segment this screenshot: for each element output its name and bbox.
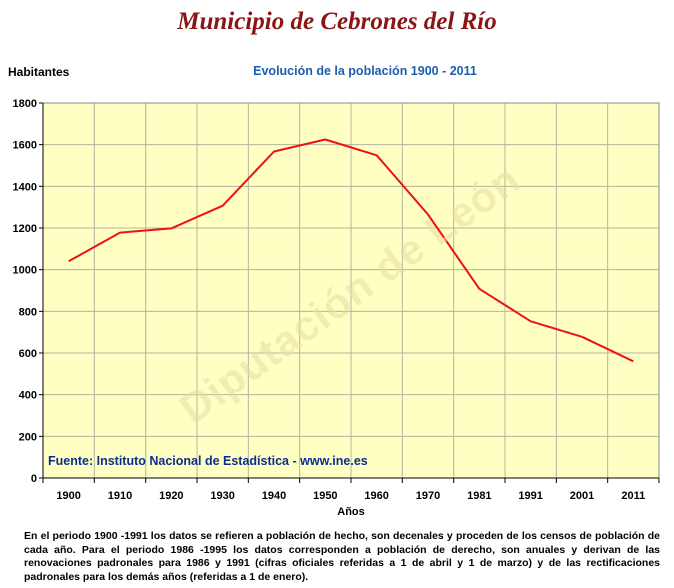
footnote: En el periodo 1900 -1991 los datos se re… [24,530,660,583]
y-axis-label: Habitantes [8,65,70,79]
y-tick-label: 1000 [13,265,37,277]
x-tick-label: 1960 [364,490,388,502]
chart-title: Evolución de la población 1900 - 2011 [253,64,477,78]
x-tick-label: 1910 [108,490,132,502]
y-tick-label: 200 [19,431,37,443]
y-tick-label: 1600 [13,140,37,152]
x-tick-label: 1970 [416,490,440,502]
y-tick-label: 1200 [13,223,37,235]
x-tick-label: 1940 [262,490,286,502]
y-tick-label: 1400 [13,181,37,193]
x-tick-label: 1920 [159,490,183,502]
x-tick-label: 2001 [570,490,594,502]
page-title: Municipio de Cebrones del Río [177,8,497,35]
x-axis-label: Años [337,506,365,518]
series-line [68,138,634,363]
x-tick-label: 1991 [518,490,542,502]
x-tick-label: 1950 [313,490,337,502]
x-tick-label: 2011 [621,490,645,502]
y-tick-label: 400 [19,390,37,402]
x-tick-label: 1900 [56,490,80,502]
y-tick-label: 600 [19,348,37,360]
y-tick-label: 1800 [13,98,37,110]
y-tick-label: 800 [19,306,37,318]
x-tick-label: 1981 [467,490,491,502]
y-tick-label: 0 [31,473,37,485]
source-note: Fuente: Instituto Nacional de Estadístic… [48,454,368,468]
x-tick-label: 1930 [210,490,234,502]
